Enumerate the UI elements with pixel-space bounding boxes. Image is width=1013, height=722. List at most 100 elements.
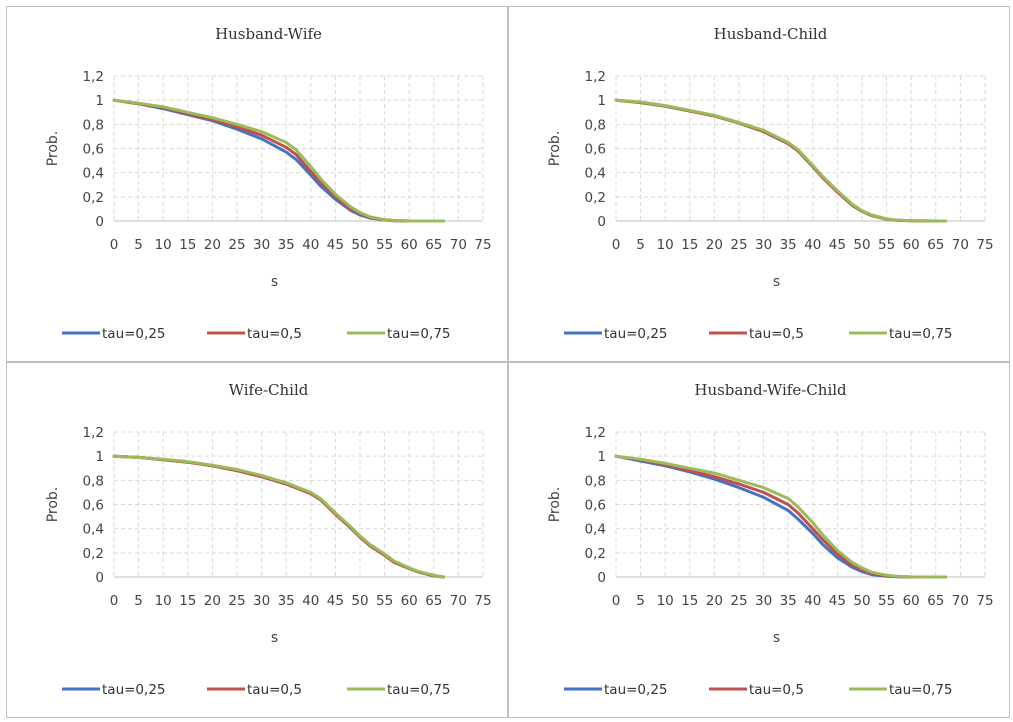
x-tick-label: 35 (278, 593, 295, 609)
x-axis-label: s (773, 274, 780, 290)
chart-panel-husband-wife: Husband-Wife 0 0,2 0,4 0,6 0,8 1 1,2 0 5 10 15 20 25 3… (6, 6, 508, 362)
x-tick-label: 0 (110, 237, 119, 253)
x-tick-label: 65 (425, 593, 442, 609)
x-tick-label: 70 (450, 237, 467, 253)
x-tick-label: 50 (351, 593, 368, 609)
y-tick-label: 0,8 (585, 473, 606, 489)
x-tick-label: 30 (755, 593, 772, 609)
x-tick-label: 0 (110, 593, 119, 609)
series-line-tau-0-75 (614, 454, 948, 579)
legend-label-tau-0-5: tau=0,5 (247, 682, 302, 698)
legend-label-tau-0-75: tau=0,75 (889, 682, 953, 698)
x-tick-label: 45 (829, 237, 846, 253)
x-tick-label: 75 (976, 237, 993, 253)
x-tick-label: 10 (657, 593, 674, 609)
x-tick-label: 40 (804, 237, 821, 253)
y-tick-label: 0,6 (83, 498, 104, 514)
x-tick-label: 30 (253, 237, 270, 253)
y-tick-label: 0,8 (83, 117, 104, 133)
x-tick-label: 60 (903, 237, 920, 253)
x-tick-label: 25 (730, 237, 747, 253)
x-tick-label: 5 (636, 237, 645, 253)
x-tick-label: 0 (612, 593, 621, 609)
y-tick-label: 0,8 (585, 117, 606, 133)
x-tick-label: 60 (903, 593, 920, 609)
legend-label-tau-0-25: tau=0,25 (102, 326, 166, 342)
x-tick-label: 55 (878, 593, 895, 609)
x-tick-label: 15 (681, 237, 698, 253)
x-tick-label: 35 (780, 593, 797, 609)
x-axis-label: s (773, 630, 780, 646)
x-tick-label: 70 (450, 593, 467, 609)
x-tick-label: 30 (755, 237, 772, 253)
x-tick-label: 0 (612, 237, 621, 253)
y-axis-label: Prob. (45, 131, 61, 167)
legend-label-tau-0-75: tau=0,75 (387, 682, 451, 698)
x-tick-label: 20 (204, 237, 221, 253)
y-tick-label: 0 (95, 214, 104, 230)
x-tick-label: 75 (474, 593, 491, 609)
legend-label-tau-0-75: tau=0,75 (387, 326, 451, 342)
x-tick-label: 50 (853, 237, 870, 253)
x-tick-label: 55 (878, 237, 895, 253)
x-tick-label: 75 (976, 593, 993, 609)
y-tick-label: 0,2 (83, 190, 104, 206)
x-tick-label: 45 (327, 237, 344, 253)
y-tick-label: 1 (597, 449, 606, 465)
x-tick-label: 20 (706, 593, 723, 609)
x-tick-label: 65 (927, 237, 944, 253)
y-tick-label: 0,6 (83, 142, 104, 158)
x-tick-label: 25 (228, 237, 245, 253)
legend-label-tau-0-25: tau=0,25 (604, 682, 668, 698)
y-tick-label: 0,4 (83, 166, 104, 182)
x-tick-label: 60 (401, 593, 418, 609)
x-tick-label: 5 (134, 237, 143, 253)
x-tick-label: 40 (804, 593, 821, 609)
y-tick-label: 0 (597, 214, 606, 230)
x-axis-label: s (271, 630, 278, 646)
y-tick-label: 0,4 (585, 522, 606, 538)
chart-panel-wife-child: Wife-Child 0 0,2 0,4 0,6 0,8 1 1,2 0 5 10 15 20 25 30 3… (6, 362, 508, 718)
y-tick-label: 1,2 (585, 69, 606, 85)
x-tick-label: 15 (179, 593, 196, 609)
x-tick-label: 70 (952, 593, 969, 609)
x-tick-label: 30 (253, 593, 270, 609)
x-tick-label: 60 (401, 237, 418, 253)
x-tick-label: 35 (780, 237, 797, 253)
y-axis-label: Prob. (547, 487, 563, 523)
x-tick-label: 55 (376, 237, 393, 253)
x-tick-label: 50 (853, 593, 870, 609)
y-tick-label: 0,4 (83, 522, 104, 538)
legend-label-tau-0-5: tau=0,5 (247, 326, 302, 342)
x-tick-label: 65 (927, 593, 944, 609)
x-tick-label: 75 (474, 237, 491, 253)
y-tick-label: 0,8 (83, 473, 104, 489)
y-axis-label: Prob. (45, 487, 61, 523)
x-tick-label: 55 (376, 593, 393, 609)
chart-panel-husband-child: Husband-Child 0 0,2 0,4 0,6 0,8 1 1,2 0 5 10 15 20 25… (508, 6, 1010, 362)
x-tick-label: 45 (327, 593, 344, 609)
y-tick-label: 0,6 (585, 498, 606, 514)
x-tick-label: 20 (706, 237, 723, 253)
x-tick-label: 65 (425, 237, 442, 253)
chart-grid: Husband-Wife 0 0,2 0,4 0,6 0,8 1 1,2 0 5 10 15 20 25 3… (6, 6, 1010, 718)
series-line-tau-0-75 (614, 98, 948, 223)
x-tick-label: 5 (636, 593, 645, 609)
legend-label-tau-0-25: tau=0,25 (102, 682, 166, 698)
x-tick-label: 5 (134, 593, 143, 609)
x-tick-label: 15 (179, 237, 196, 253)
x-tick-label: 45 (829, 593, 846, 609)
x-axis-label: s (271, 274, 278, 290)
y-tick-label: 0,4 (585, 166, 606, 182)
y-tick-label: 1,2 (585, 425, 606, 441)
y-tick-label: 0,2 (585, 546, 606, 562)
y-tick-label: 1,2 (83, 425, 104, 441)
y-tick-label: 0,2 (83, 546, 104, 562)
chart-title: Husband-Wife-Child (694, 381, 847, 399)
chart-title: Husband-Wife (215, 25, 322, 43)
y-tick-label: 1,2 (83, 69, 104, 85)
